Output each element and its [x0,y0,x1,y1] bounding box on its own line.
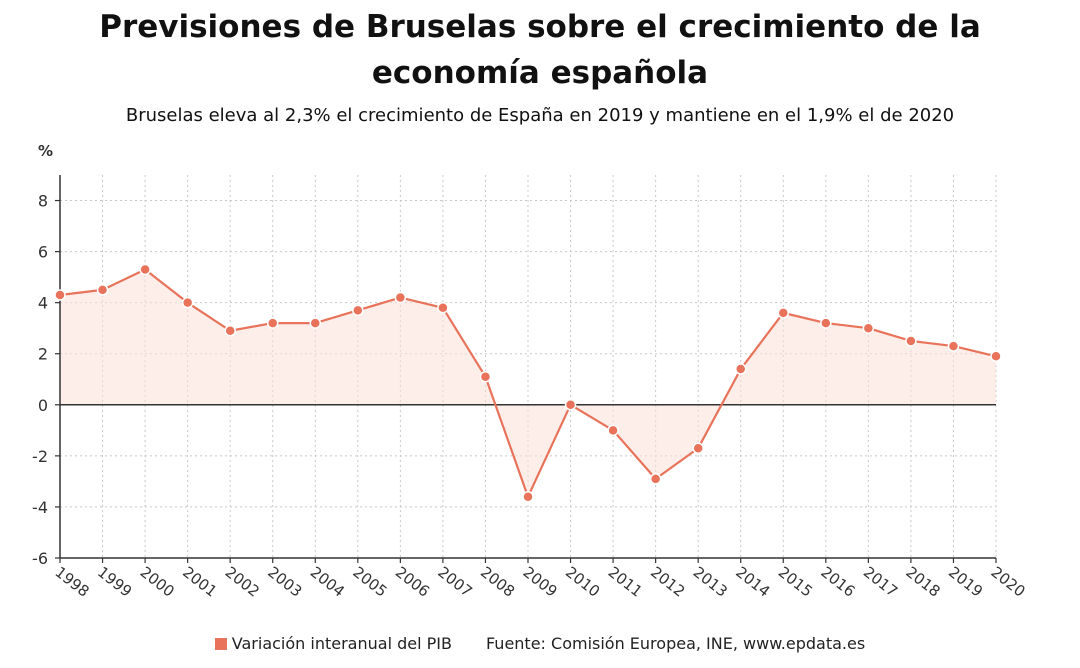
x-tick-label: 2004 [307,563,348,601]
chart-subtitle: Bruselas eleva al 2,3% el crecimiento de… [125,105,955,126]
data-point-2018 [905,335,917,347]
x-tick-label: 2007 [434,563,475,601]
x-tick-label: 2010 [562,563,603,601]
x-tick-label: 2011 [605,563,646,601]
x-tick-label: 1999 [94,563,135,601]
data-point-2017 [862,322,875,334]
y-tick-label: -2 [32,447,48,466]
data-point-2012 [649,473,662,485]
chart-title-line-1: Previsiones de Bruselas sobre el crecimi… [99,9,981,45]
chart-title-line-2: economía española [371,55,709,91]
data-point-2003 [266,317,279,329]
legend-swatch [214,638,227,650]
data-point-2011 [607,424,619,437]
data-point-2002 [224,325,236,337]
y-tick-label: 4 [38,294,48,313]
y-tick-label: 8 [38,192,48,211]
x-tick-label: 2009 [520,563,561,601]
data-point-2004 [309,317,322,329]
x-tick-label: 1998 [52,563,93,601]
x-tick-label: 2005 [349,563,390,601]
data-point-2014 [734,363,747,375]
area-path [60,269,996,497]
data-point-2001 [181,296,194,309]
source-note: Fuente: Comisión Europea, INE, www.epdat… [485,634,866,653]
data-point-2016 [820,317,832,329]
x-tick-label: 2003 [264,563,305,601]
chart-footer: Variación interanual del PIB Fuente: Comi… [0,634,1080,653]
x-tick-label: 2000 [137,563,178,601]
axes [55,175,997,563]
x-tick-label: 2006 [392,563,433,601]
chart-title: Previsiones de Bruselas sobre el crecimi… [0,4,1080,96]
data-point-2009 [522,490,534,503]
data-point-2013 [692,442,704,454]
y-tick-label: 0 [38,396,48,415]
x-tick-label: 2020 [988,563,1029,601]
y-tick-label: 2 [38,345,48,364]
data-point-2008 [479,370,492,383]
x-tick-label: 2018 [902,563,943,601]
data-point-2019 [947,340,960,352]
y-tick-labels: 8 6 4 2 0 -2 -4 -6 [32,192,48,568]
data-point-1998 [54,289,66,301]
x-tick-label: 2015 [775,563,816,601]
y-tick-label: -6 [32,549,48,568]
x-tick-label: 2019 [945,563,986,601]
x-tick-label: 2013 [690,563,731,601]
y-axis-label: % [38,142,54,160]
data-point-1999 [96,284,109,296]
data-points [54,263,1002,503]
y-tick-label: -4 [32,498,48,517]
data-point-2020 [990,350,1002,363]
data-point-2007 [437,302,449,314]
x-tick-label: 2002 [222,563,263,601]
data-point-2005 [352,304,364,317]
data-point-2000 [139,263,151,276]
x-tick-label: 2016 [817,563,858,601]
data-point-2006 [394,291,407,304]
data-point-2015 [777,307,790,319]
x-tick-label: 2014 [732,563,773,601]
y-tick-label: 6 [38,243,48,262]
x-tick-labels: 1998 1999 2000 2001 2002 2003 2004 2005 2006 2007… [52,563,1029,601]
area-fill [60,269,996,497]
data-point-2010 [564,399,577,411]
x-tick-label: 2001 [179,563,220,601]
legend-label: Variación interanual del PIB [231,634,452,653]
x-tick-label: 2008 [477,563,518,601]
x-tick-label: 2012 [647,563,688,601]
x-tick-label: 2017 [860,563,901,601]
